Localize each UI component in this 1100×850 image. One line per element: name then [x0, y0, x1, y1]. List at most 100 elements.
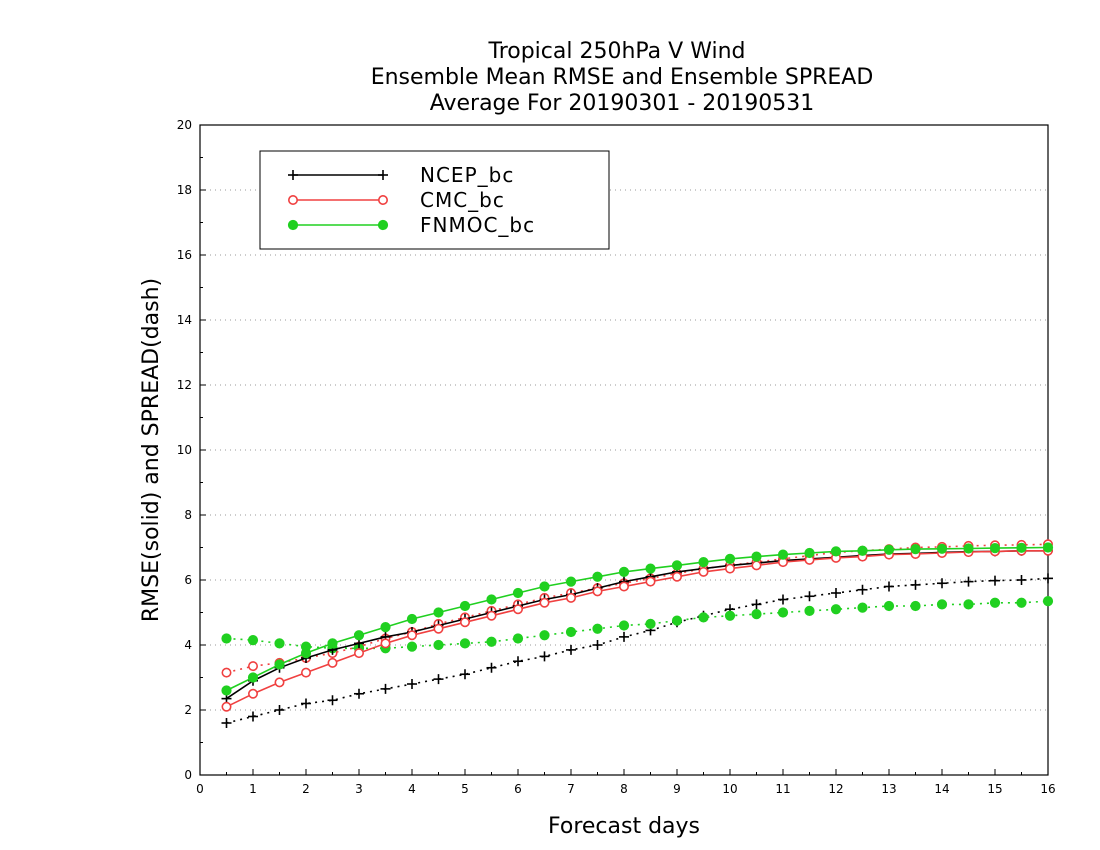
data-point [804, 591, 815, 602]
data-point [221, 718, 232, 728]
data-point [937, 578, 947, 589]
legend-marker [288, 170, 298, 180]
series-cmc-bc-rmse [221, 545, 1054, 712]
data-point [724, 553, 736, 564]
legend-item: CMC_bc [287, 188, 505, 212]
data-point [751, 560, 762, 571]
data-point [618, 581, 629, 592]
data-point [539, 581, 550, 592]
data-point [830, 604, 842, 615]
data-point [1016, 597, 1027, 608]
data-point [645, 618, 656, 629]
data-point [1043, 573, 1053, 584]
data-point [963, 599, 974, 610]
data-point [857, 584, 868, 595]
data-point [989, 597, 1001, 608]
x-tick-label: 3 [355, 782, 363, 796]
data-point [592, 571, 603, 582]
x-tick-label: 10 [722, 782, 737, 796]
data-point [486, 662, 497, 673]
data-point [539, 597, 550, 608]
y-tick-label: 4 [184, 638, 192, 652]
data-point [831, 588, 841, 598]
data-point [274, 638, 285, 649]
data-point [407, 679, 417, 689]
legend-marker [378, 170, 388, 180]
series-cmc-bc-spread [221, 539, 1054, 678]
data-point [778, 594, 788, 605]
data-point [274, 659, 285, 670]
data-point [989, 543, 1001, 554]
data-point [380, 638, 391, 649]
y-tick-label: 16 [177, 248, 192, 262]
data-point [804, 547, 815, 559]
data-point [910, 544, 921, 555]
x-tick-label: 12 [828, 782, 843, 796]
data-point [486, 636, 497, 647]
data-point [883, 544, 895, 555]
data-point [459, 600, 471, 612]
x-tick-label: 14 [934, 782, 949, 796]
series-line-spread [226, 543, 1049, 674]
data-point [274, 705, 285, 715]
data-point [1042, 542, 1054, 553]
data-point [459, 617, 470, 628]
data-point [645, 576, 656, 587]
data-point [963, 576, 974, 587]
x-tick-label: 13 [881, 782, 896, 796]
data-point [433, 639, 444, 651]
title-line-2: Ensemble Mean RMSE and Ensemble SPREAD [371, 65, 874, 90]
data-point [380, 622, 391, 633]
data-point [1042, 596, 1054, 607]
data-point [857, 602, 868, 613]
data-point [248, 688, 259, 699]
data-point [777, 549, 789, 560]
series-ncep-bc-rmse [221, 545, 1053, 704]
data-point [751, 609, 762, 620]
data-point [910, 600, 921, 612]
data-point [353, 630, 365, 641]
data-point [221, 685, 232, 696]
data-point [433, 623, 444, 634]
data-point [460, 669, 470, 680]
chart-title: Tropical 250hPa V Wind Ensemble Mean RMS… [371, 39, 874, 116]
data-point [963, 543, 974, 554]
legend-item: FNMOC_bc [287, 213, 535, 237]
legend-label: NCEP_bc [420, 163, 514, 187]
data-point [936, 543, 948, 554]
legend-marker [377, 195, 388, 206]
data-point [857, 545, 868, 556]
x-axis-label: Forecast days [548, 814, 700, 839]
series-line-rmse [226, 549, 1048, 708]
data-point [248, 711, 258, 722]
data-point [300, 648, 312, 659]
data-point [513, 656, 523, 667]
data-point [671, 571, 682, 582]
legend-label: CMC_bc [420, 188, 505, 212]
data-point [565, 626, 577, 638]
y-axis-label: RMSE(solid) and SPREAD(dash) [139, 278, 164, 622]
data-point [618, 620, 630, 631]
data-point [486, 610, 497, 621]
data-point [698, 566, 709, 577]
data-point [671, 615, 683, 626]
data-point [804, 605, 815, 616]
y-tick-label: 2 [184, 703, 192, 717]
data-point [274, 677, 285, 688]
data-point [619, 631, 629, 642]
data-point [512, 604, 523, 615]
y-axis-ticks: 0 2 4 6 8 10 12 14 16 18 20 [177, 118, 206, 782]
y-tick-label: 12 [177, 378, 192, 392]
data-point [512, 633, 524, 644]
data-point [936, 599, 948, 610]
series-fnmoc-bc-spread [221, 596, 1054, 654]
series-line-rmse [226, 549, 1048, 700]
data-point [565, 592, 576, 603]
data-point [433, 607, 444, 618]
data-point [990, 575, 1000, 586]
x-tick-label: 9 [673, 782, 681, 796]
x-tick-label: 0 [196, 782, 204, 796]
legend-label: FNMOC_bc [420, 213, 535, 237]
